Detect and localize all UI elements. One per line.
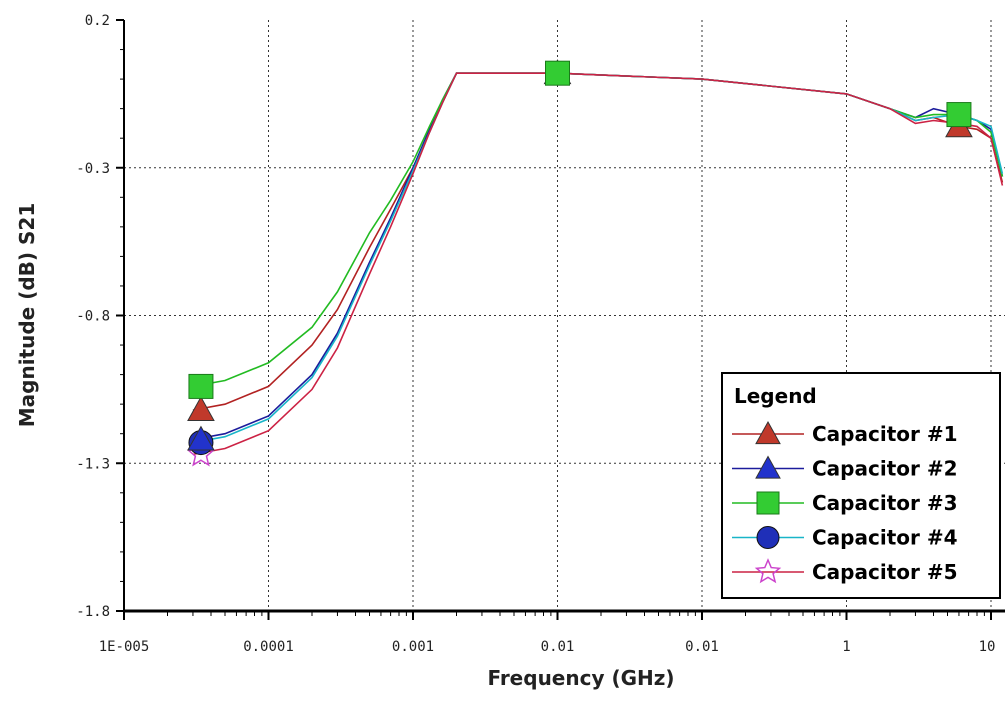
marker-layer <box>186 59 973 467</box>
x-tick-label: 0.001 <box>392 639 434 655</box>
legend-marker-1 <box>755 420 781 445</box>
x-tick-label: 0.01 <box>685 639 719 655</box>
legend-label-4: Capacitor #4 <box>812 526 958 550</box>
y-tick-label: -0.3 <box>76 161 110 177</box>
grid <box>124 20 1005 611</box>
y-tick-label: -1.3 <box>76 456 110 472</box>
y-tick-label: 0.2 <box>85 13 110 29</box>
y-tick-label: -1.8 <box>76 604 110 620</box>
x-tick-label: 10 <box>979 639 996 655</box>
x-tick-label: 1 <box>842 639 850 655</box>
y-tick-label: -0.8 <box>76 309 110 325</box>
data-point-2 <box>187 425 215 451</box>
legend: Legend Capacitor #1 Capacitor #2 Capacitor … <box>721 372 1001 599</box>
legend-marker-4 <box>756 526 780 549</box>
legend-marker-5 <box>754 558 782 584</box>
x-axis-title: Frequency (GHz) <box>487 666 674 690</box>
data-point-1 <box>187 396 215 421</box>
legend-label-5: Capacitor #5 <box>812 560 958 584</box>
y-axis-title: Magnitude (dB) S21 <box>15 203 39 428</box>
legend-label-2: Capacitor #2 <box>812 457 958 481</box>
legend-marker-2 <box>755 455 781 479</box>
x-ticks: 1E-005 0.0001 0.001 0.01 0.01 1 10 <box>99 611 996 655</box>
x-tick-label: 1E-005 <box>99 639 150 655</box>
legend-label-3: Capacitor #3 <box>812 491 958 515</box>
legend-label-1: Capacitor #1 <box>812 422 958 446</box>
x-tick-label: 0.01 <box>541 639 575 655</box>
x-tick-label: 0.0001 <box>243 639 294 655</box>
legend-marker-3 <box>756 491 780 515</box>
data-point-3 <box>188 373 214 399</box>
data-point-3 <box>545 60 570 86</box>
data-point-3 <box>946 102 972 128</box>
legend-title: Legend <box>734 384 817 408</box>
y-ticks: 0.2 -0.3 -0.8 -1.3 -1.8 <box>76 13 124 620</box>
